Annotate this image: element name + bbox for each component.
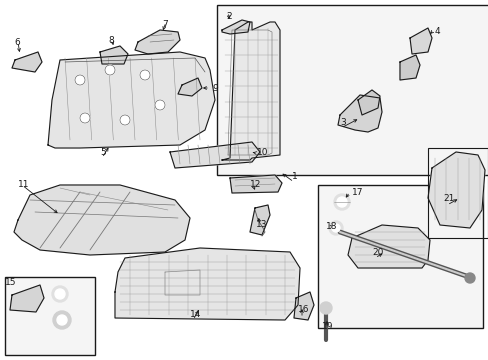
Text: 11: 11 [18,180,29,189]
Circle shape [75,75,85,85]
Circle shape [105,65,115,75]
Polygon shape [12,52,42,72]
Polygon shape [409,28,431,54]
Text: 6: 6 [14,38,20,47]
Text: 17: 17 [351,188,363,197]
Text: 20: 20 [371,248,383,257]
Text: 16: 16 [297,305,309,314]
Polygon shape [347,225,429,268]
Text: 5: 5 [100,148,105,157]
Circle shape [333,194,349,210]
Text: 19: 19 [321,322,333,331]
Text: 4: 4 [434,27,440,36]
Circle shape [53,311,71,329]
Circle shape [464,273,474,283]
Circle shape [80,113,90,123]
Polygon shape [222,22,280,160]
Text: 2: 2 [225,12,231,21]
Polygon shape [337,95,381,132]
Polygon shape [249,205,269,235]
Circle shape [120,115,130,125]
Text: 1: 1 [291,172,297,181]
Text: 8: 8 [108,36,114,45]
Polygon shape [170,142,260,168]
Text: 12: 12 [249,180,261,189]
Text: 10: 10 [257,148,268,157]
Text: 7: 7 [162,20,167,29]
Polygon shape [399,55,419,80]
Polygon shape [135,30,180,54]
Polygon shape [178,78,202,96]
Text: 18: 18 [325,222,337,231]
Polygon shape [10,285,44,312]
Bar [5,277,95,355]
Polygon shape [100,46,128,64]
Polygon shape [222,20,249,34]
Bar [217,5,488,175]
Polygon shape [357,90,379,115]
Circle shape [140,70,150,80]
Polygon shape [48,52,215,148]
Text: 9: 9 [212,84,217,93]
Text: 21: 21 [442,194,453,203]
Polygon shape [115,248,299,320]
Bar [427,148,487,238]
Polygon shape [293,292,313,320]
Text: 3: 3 [339,118,345,127]
Circle shape [328,221,342,235]
Text: 14: 14 [190,310,201,319]
Polygon shape [427,152,484,228]
Circle shape [55,289,65,299]
Circle shape [331,224,339,232]
Text: 15: 15 [5,278,17,287]
Bar [317,185,482,328]
Text: 13: 13 [256,220,267,229]
Circle shape [336,197,346,207]
Circle shape [319,302,331,314]
Polygon shape [14,185,190,255]
Polygon shape [229,175,282,193]
Circle shape [57,315,67,325]
Circle shape [52,286,68,302]
Circle shape [155,100,164,110]
